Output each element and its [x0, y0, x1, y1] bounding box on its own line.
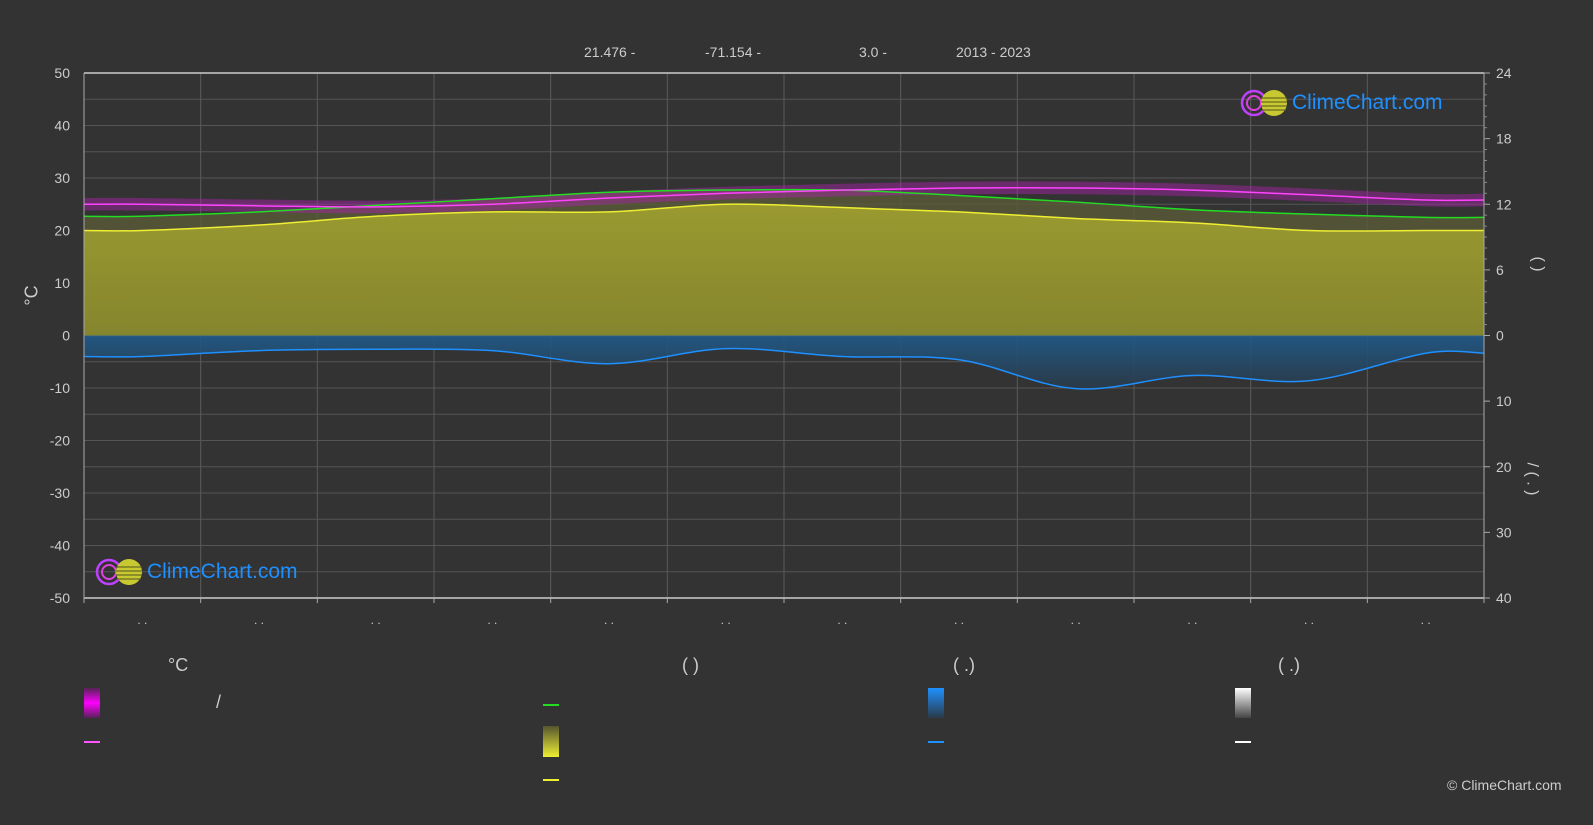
- left-axis-label: °C: [21, 285, 42, 306]
- legend-snow-swatch: [1235, 688, 1251, 718]
- left-tick-label: -50: [50, 590, 70, 606]
- sunshine-area: [84, 204, 1484, 336]
- left-tick-label: 20: [54, 223, 70, 239]
- daylight_hours-line: [83, 188, 1485, 219]
- left-tick-label: 10: [54, 275, 70, 291]
- precipitation-line: [83, 347, 1485, 390]
- right-top-tick-label: 0: [1496, 328, 1504, 344]
- legend-header-snow: ( .): [1278, 655, 1300, 675]
- header-years: 2013 - 2023: [956, 44, 1031, 60]
- month-label: . .: [137, 613, 147, 627]
- left-tick-label: -10: [50, 380, 70, 396]
- legend-header-temperature: °C: [168, 655, 189, 675]
- header-latitude: 21.476 -: [584, 44, 636, 60]
- legend-temp-line: [84, 741, 100, 743]
- logo-text: ClimeChart.com: [1292, 91, 1443, 114]
- left-tick-label: 40: [54, 118, 70, 134]
- legend-rain-swatch: [928, 688, 944, 718]
- logo-text: ClimeChart.com: [147, 560, 298, 583]
- climechart-logo-icon: [95, 558, 142, 586]
- legend-rain-line: [928, 741, 944, 743]
- legend-snow-line: [1235, 741, 1251, 743]
- right-top-tick-label: 18: [1496, 131, 1512, 147]
- right-top-tick-label: 12: [1496, 196, 1512, 212]
- month-label: . .: [371, 613, 381, 627]
- legend-header-rain: ( .): [953, 655, 975, 675]
- right-top-tick-label: 6: [1496, 262, 1504, 278]
- logo-top: ClimeChart.com: [1240, 88, 1443, 118]
- copyright: © ClimeChart.com: [1447, 777, 1562, 793]
- header-longitude: -71.154 -: [705, 44, 762, 60]
- sunshine_hours-line: [83, 203, 1484, 232]
- left-tick-label: 0: [62, 328, 70, 344]
- logo-bottom: ClimeChart.com: [95, 557, 298, 587]
- legend-header-sun: ( ): [682, 655, 699, 675]
- month-label: . .: [1421, 613, 1431, 627]
- right-axis-label-top: ( ): [1529, 256, 1547, 272]
- left-tick-label: 30: [54, 170, 70, 186]
- legend-temp-range-swatch: [84, 688, 100, 718]
- left-tick-label: -20: [50, 433, 70, 449]
- left-tick-label: 50: [54, 65, 70, 81]
- climechart-logo-icon: [1240, 89, 1287, 117]
- legend-sunshine-swatch: [543, 726, 559, 757]
- legend-daylight-line: [543, 704, 559, 706]
- right-axis-label-bottom: / ( . ): [1523, 462, 1541, 496]
- month-label: . .: [954, 613, 964, 627]
- right-top-tick-label: 24: [1496, 65, 1512, 81]
- month-label: . .: [1304, 613, 1314, 627]
- header-elevation: 3.0 -: [859, 44, 888, 60]
- left-tick-label: -40: [50, 538, 70, 554]
- month-label: . .: [1071, 613, 1081, 627]
- right-bottom-tick-label: 30: [1496, 524, 1512, 540]
- month-label: . .: [487, 613, 497, 627]
- right-bottom-tick-label: 40: [1496, 590, 1512, 606]
- left-tick-label: -30: [50, 485, 70, 501]
- month-label: . .: [254, 613, 264, 627]
- right-bottom-tick-label: 20: [1496, 459, 1512, 475]
- climate-chart: 50 40 30 20 10 0 -10 -20 -30 -40 -50 24 18 12 6 0 10 20 30…: [50, 65, 1512, 627]
- month-label: . .: [604, 613, 614, 627]
- month-label: . .: [721, 613, 731, 627]
- month-label: . .: [837, 613, 847, 627]
- right-bottom-tick-label: 10: [1496, 393, 1512, 409]
- month-label: . .: [1187, 613, 1197, 627]
- legend-slash: /: [216, 692, 222, 712]
- legend-sunshine-line: [543, 779, 559, 781]
- temperature-line: [83, 186, 1485, 208]
